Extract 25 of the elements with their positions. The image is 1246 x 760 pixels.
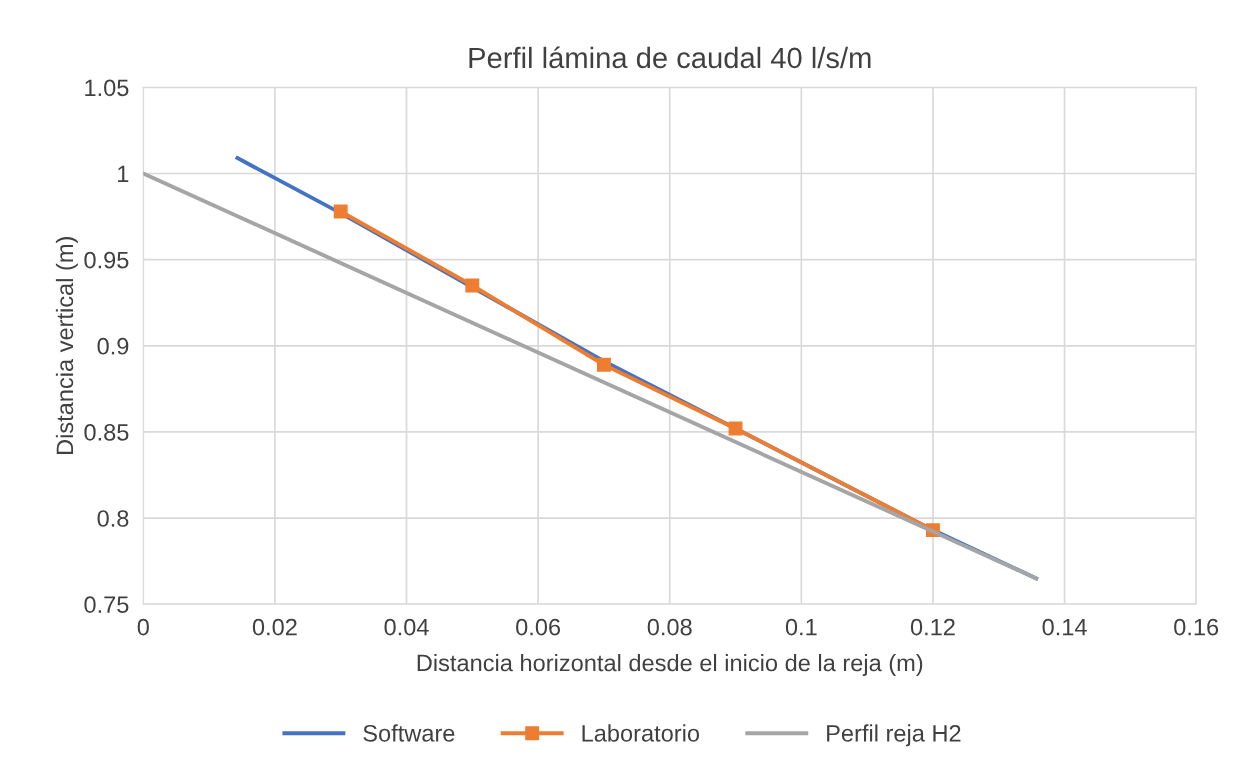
x-tick-label: 0 bbox=[137, 618, 149, 636]
y-tick-label: 0.95 bbox=[84, 251, 129, 269]
legend-label: Software bbox=[363, 724, 455, 742]
y-tick-label: 0.75 bbox=[84, 596, 129, 613]
point bbox=[465, 278, 480, 293]
x-axis-title: Distancia horizontal desde el inicio de la reja (m) bbox=[417, 653, 923, 676]
x-tick-label: 0.02 bbox=[252, 618, 297, 636]
x-tick-label: 0.12 bbox=[910, 618, 955, 636]
x-tick-label: 0.16 bbox=[1174, 618, 1219, 636]
y-tick-label: 1 bbox=[118, 165, 129, 183]
x-tick-label: 0.08 bbox=[647, 618, 692, 636]
chart-title: Perfil lámina de caudal 40 l/s/m bbox=[469, 46, 871, 69]
point bbox=[333, 204, 348, 219]
legend-label: Perfil reja H2 bbox=[827, 724, 961, 747]
y-tick-label: 0.8 bbox=[97, 510, 129, 527]
y-axis-title: Distancia vertical (m) bbox=[55, 237, 78, 455]
x-tick-label: 0.1 bbox=[785, 618, 817, 636]
x-tick-label: 0.06 bbox=[516, 618, 561, 636]
legend-label: Laboratorio bbox=[582, 724, 700, 742]
point bbox=[596, 357, 611, 372]
y-tick-label: 0.85 bbox=[84, 424, 129, 441]
x-tick-label: 0.04 bbox=[384, 618, 429, 636]
y-tick-label: 0.9 bbox=[97, 337, 129, 355]
y-tick-label: 1.05 bbox=[85, 79, 129, 97]
x-tick-label: 0.14 bbox=[1042, 618, 1087, 636]
